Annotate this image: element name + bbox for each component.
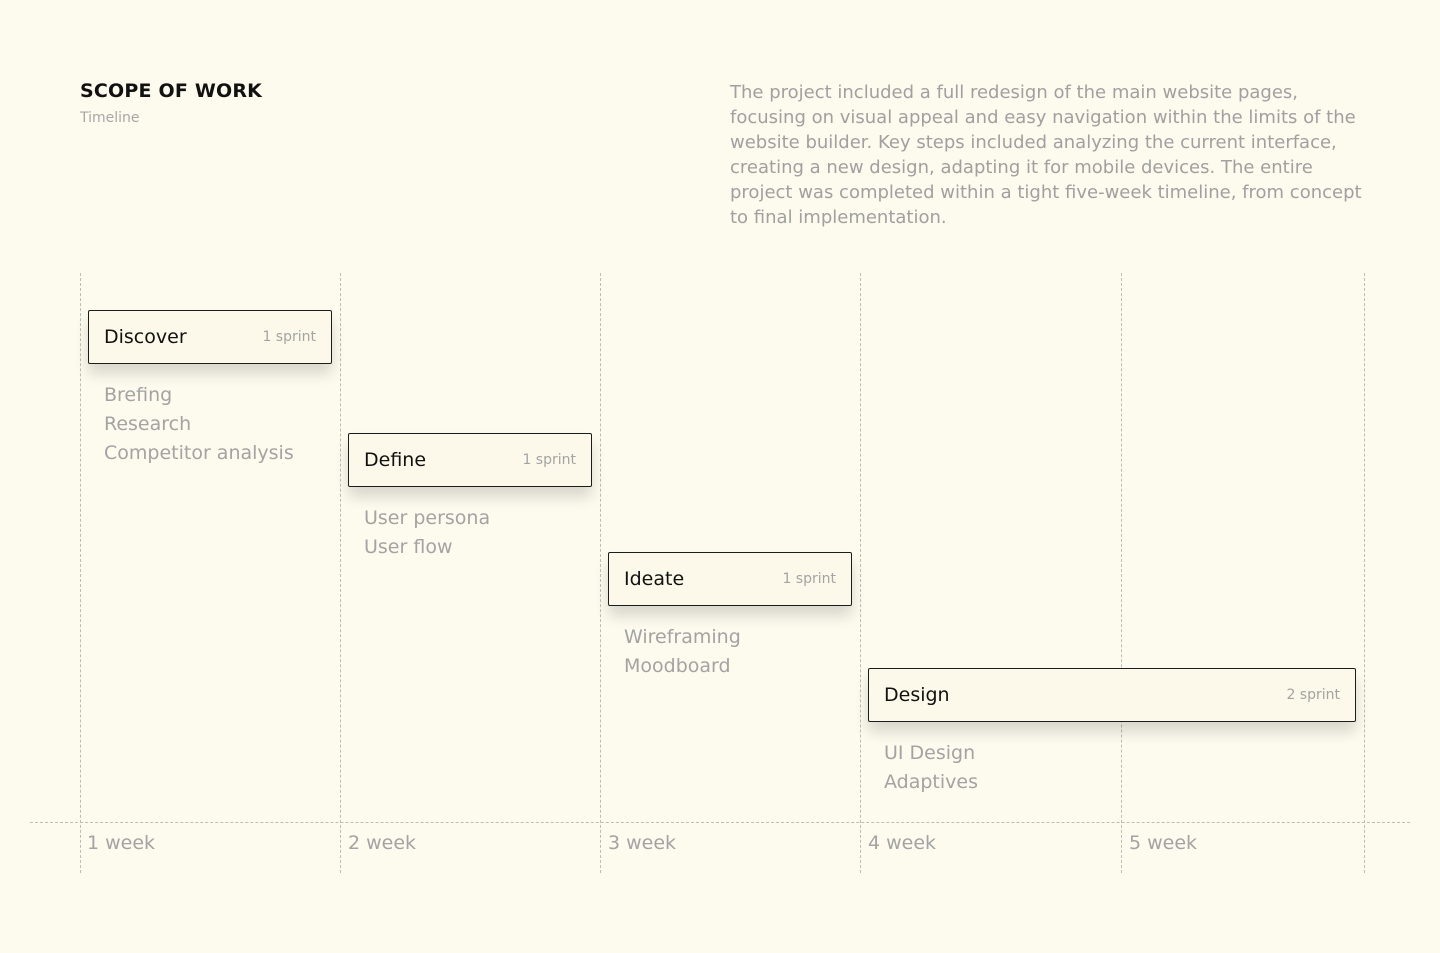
week-gridline xyxy=(1364,273,1365,873)
task-item: Adaptives xyxy=(884,771,978,793)
task-item: Research xyxy=(104,413,192,435)
phase-duration: 1 sprint xyxy=(782,571,836,587)
phase-card-ideate: Ideate 1 sprint xyxy=(608,552,852,606)
task-item: Wireframing xyxy=(624,626,741,648)
week-gridline xyxy=(860,273,861,873)
week-gridline xyxy=(340,273,341,873)
task-item: UI Design xyxy=(884,742,976,764)
task-item: User persona xyxy=(364,507,491,529)
task-list-design: UI Design Adaptives xyxy=(884,739,978,797)
task-list-define: User persona User flow xyxy=(364,504,490,562)
week-label: 1 week xyxy=(87,832,156,854)
phase-name: Define xyxy=(364,449,427,471)
page-subtitle: Timeline xyxy=(80,110,140,126)
week-label: 4 week xyxy=(868,832,937,854)
project-description: The project included a full redesign of … xyxy=(730,82,1362,228)
phase-duration: 1 sprint xyxy=(522,452,576,468)
task-list-discover: Brefing Research Competitor analysis xyxy=(104,381,294,468)
week-label: 2 week xyxy=(348,832,417,854)
phase-card-define: Define 1 sprint xyxy=(348,433,592,487)
phase-card-discover: Discover 1 sprint xyxy=(88,310,332,364)
week-label: 5 week xyxy=(1129,832,1198,854)
week-gridline xyxy=(1121,273,1122,873)
task-item: Competitor analysis xyxy=(104,442,294,464)
phase-name: Discover xyxy=(104,326,187,348)
timeline-axis xyxy=(30,822,1410,823)
task-item: Moodboard xyxy=(624,655,731,677)
phase-duration: 1 sprint xyxy=(262,329,316,345)
phase-card-design: Design 2 sprint xyxy=(868,668,1356,722)
week-gridline xyxy=(80,273,81,873)
phase-name: Design xyxy=(884,684,950,706)
week-gridline xyxy=(600,273,601,873)
task-list-ideate: Wireframing Moodboard xyxy=(624,623,741,681)
week-label: 3 week xyxy=(608,832,677,854)
phase-duration: 2 sprint xyxy=(1286,687,1340,703)
phase-name: Ideate xyxy=(624,568,685,590)
task-item: Brefing xyxy=(104,384,173,406)
task-item: User flow xyxy=(364,536,453,558)
page-title: SCOPE OF WORK xyxy=(80,80,263,102)
